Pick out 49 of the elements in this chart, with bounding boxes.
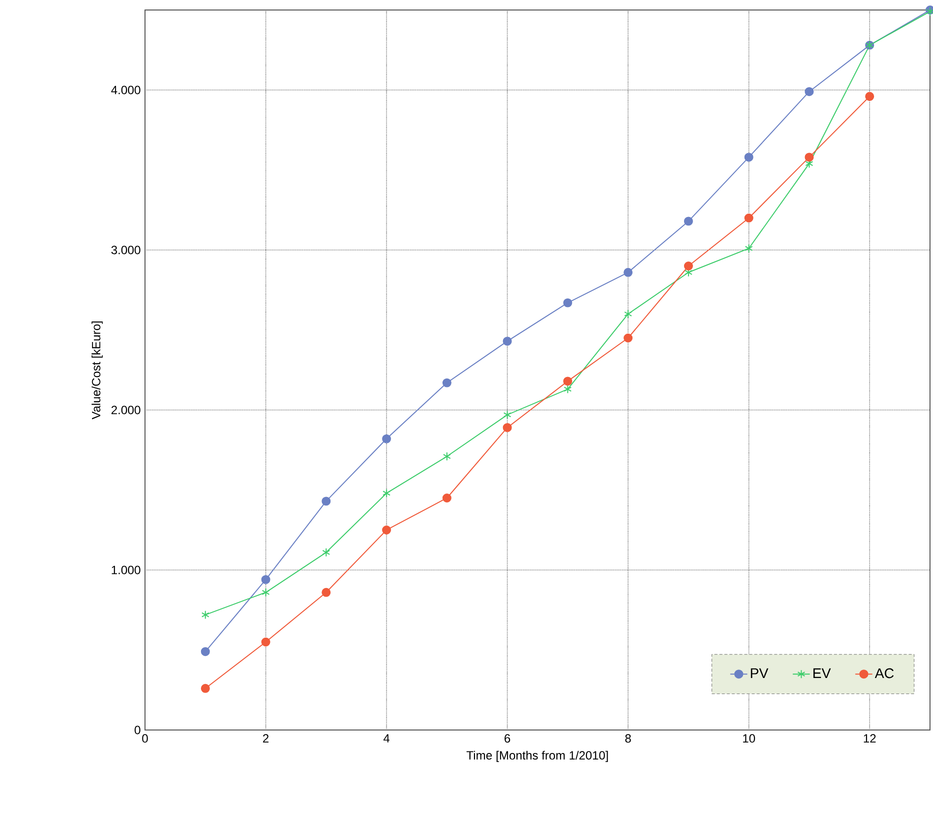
point: [503, 410, 512, 420]
point: [200, 684, 210, 693]
point: [382, 526, 392, 534]
point: [624, 268, 633, 277]
x-tick-label: 12: [864, 734, 876, 743]
x-axis-title: Time [Months from 1/2010]: [466, 750, 608, 762]
legend-label: PV: [750, 668, 768, 678]
point: [563, 376, 572, 386]
point: [744, 244, 753, 253]
point: [744, 152, 754, 162]
point: [804, 87, 814, 96]
y-tick-label: 4.000: [111, 86, 140, 94]
point: [200, 647, 210, 656]
y-axis-title: Value/Cost [kEuro]: [92, 321, 103, 420]
point: [382, 488, 390, 498]
point: [865, 92, 874, 101]
point: [563, 298, 572, 308]
point: [322, 548, 330, 557]
point: [442, 452, 451, 461]
point: [624, 334, 633, 342]
y-tick-label: 1.000: [112, 566, 140, 574]
point: [624, 310, 632, 318]
point: [744, 214, 754, 222]
legend-label: EV: [813, 668, 831, 678]
point: [322, 496, 331, 506]
point: [804, 152, 814, 162]
y-tick-label: 3.000: [111, 246, 140, 254]
point: [262, 588, 270, 597]
x-tick-label: 4: [384, 734, 390, 742]
point: [442, 494, 452, 502]
legend-label: AC: [874, 668, 894, 678]
point: [442, 378, 452, 388]
x-tick-label: 8: [625, 734, 631, 743]
point: [322, 588, 331, 597]
x-tick-label: 10: [743, 734, 756, 743]
point: [502, 423, 512, 432]
y-tick-label: 0: [134, 726, 140, 734]
x-tick-label: 2: [263, 734, 268, 743]
point: [261, 638, 270, 646]
point: [684, 216, 693, 226]
point: [382, 434, 392, 444]
point: [564, 384, 572, 394]
x-tick-label: 0: [142, 734, 148, 743]
point: [684, 262, 693, 270]
x-tick-label: 6: [504, 734, 510, 743]
point: [261, 575, 270, 584]
y-tick-label: 2.000: [111, 406, 140, 414]
point: [502, 336, 512, 346]
point: [201, 610, 210, 620]
